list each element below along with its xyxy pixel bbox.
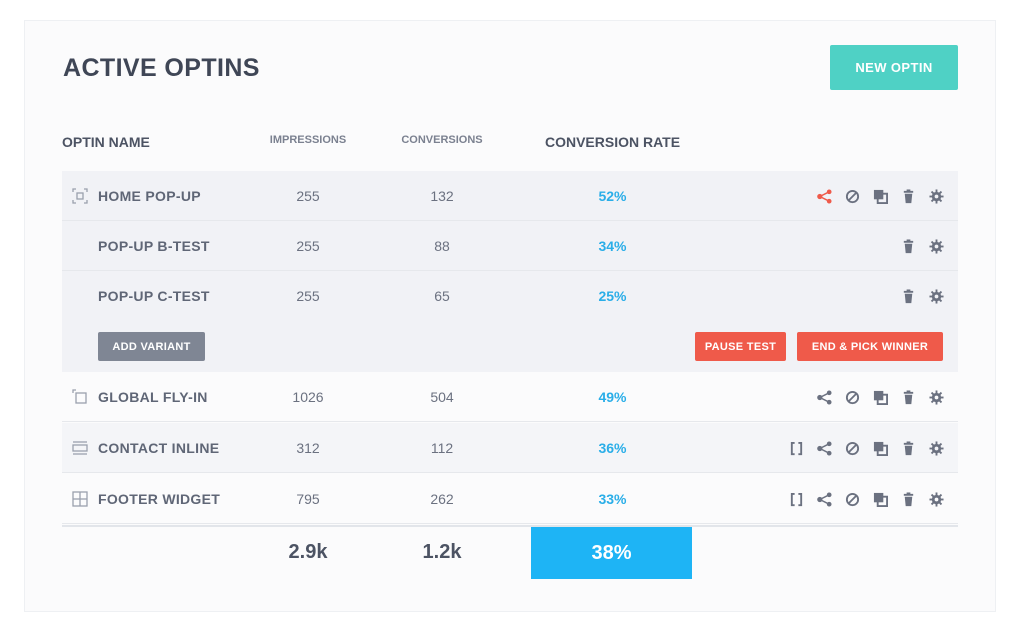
conversion-rate-value: 34% bbox=[598, 238, 627, 254]
gear-icon[interactable] bbox=[926, 438, 946, 458]
popup-icon bbox=[72, 188, 88, 204]
disable-icon[interactable] bbox=[842, 186, 862, 206]
brackets-icon[interactable] bbox=[786, 438, 806, 458]
gear-icon[interactable] bbox=[926, 236, 946, 256]
trash-icon[interactable] bbox=[898, 489, 918, 509]
disable-icon[interactable] bbox=[842, 489, 862, 509]
split-test-icon[interactable] bbox=[814, 489, 834, 509]
table-row[interactable]: POP-UP B-TEST 255 88 34% bbox=[62, 221, 958, 271]
gear-icon[interactable] bbox=[926, 489, 946, 509]
table-row[interactable]: GLOBAL FLY-IN 1026 504 49% bbox=[62, 372, 958, 422]
optin-name: POP-UP B-TEST bbox=[98, 238, 210, 254]
duplicate-icon[interactable] bbox=[870, 489, 890, 509]
optin-name: CONTACT INLINE bbox=[98, 440, 220, 456]
totals-divider bbox=[62, 525, 958, 527]
impressions-value: 255 bbox=[296, 288, 320, 304]
total-conversions: 1.2k bbox=[422, 541, 462, 563]
trash-icon[interactable] bbox=[898, 186, 918, 206]
table-row[interactable]: POP-UP C-TEST 255 65 25% bbox=[62, 271, 958, 321]
disable-icon[interactable] bbox=[842, 387, 862, 407]
conversion-rate-value: 33% bbox=[598, 491, 627, 507]
new-optin-button[interactable]: NEW OPTIN bbox=[830, 45, 958, 90]
impressions-value: 255 bbox=[296, 188, 320, 204]
conversions-value: 504 bbox=[430, 389, 454, 405]
column-header-conversions: CONVERSIONS bbox=[401, 134, 483, 146]
total-conversion-rate: 38% bbox=[531, 527, 692, 579]
column-header-name: OPTIN NAME bbox=[62, 134, 150, 150]
pause-test-button[interactable]: PAUSE TEST bbox=[695, 332, 786, 361]
brackets-icon[interactable] bbox=[786, 489, 806, 509]
optin-name: POP-UP C-TEST bbox=[98, 288, 210, 304]
inline-icon bbox=[72, 440, 88, 456]
optin-name: FOOTER WIDGET bbox=[98, 491, 221, 507]
duplicate-icon[interactable] bbox=[870, 438, 890, 458]
conversions-value: 132 bbox=[430, 188, 454, 204]
impressions-value: 1026 bbox=[292, 389, 324, 405]
conversion-rate-value: 52% bbox=[598, 188, 627, 204]
split-test-icon[interactable] bbox=[814, 387, 834, 407]
column-header-impressions: IMPRESSIONS bbox=[269, 134, 347, 146]
gear-icon[interactable] bbox=[926, 186, 946, 206]
impressions-value: 795 bbox=[296, 491, 320, 507]
split-test-icon[interactable] bbox=[814, 186, 834, 206]
conversions-value: 262 bbox=[430, 491, 454, 507]
conversion-rate-value: 49% bbox=[598, 389, 627, 405]
trash-icon[interactable] bbox=[898, 438, 918, 458]
total-impressions: 2.9k bbox=[288, 541, 328, 563]
page-title: ACTIVE OPTINS bbox=[63, 54, 260, 82]
gear-icon[interactable] bbox=[926, 286, 946, 306]
split-test-icon[interactable] bbox=[814, 438, 834, 458]
trash-icon[interactable] bbox=[898, 387, 918, 407]
impressions-value: 255 bbox=[296, 238, 320, 254]
conversions-value: 112 bbox=[430, 440, 454, 456]
conversions-value: 65 bbox=[434, 288, 450, 304]
conversion-rate-value: 36% bbox=[598, 440, 627, 456]
table-row[interactable]: CONTACT INLINE 312 112 36% bbox=[62, 423, 958, 473]
trash-icon[interactable] bbox=[898, 286, 918, 306]
widget-icon bbox=[72, 491, 88, 507]
conversion-rate-value: 25% bbox=[598, 288, 627, 304]
end-pick-winner-button[interactable]: END & PICK WINNER bbox=[797, 332, 943, 361]
table-row[interactable]: HOME POP-UP 255 132 52% bbox=[62, 171, 958, 221]
add-variant-button[interactable]: ADD VARIANT bbox=[98, 332, 205, 361]
trash-icon[interactable] bbox=[898, 236, 918, 256]
optin-name: GLOBAL FLY-IN bbox=[98, 389, 208, 405]
column-header-conversion-rate: CONVERSION RATE bbox=[544, 134, 681, 150]
table-row[interactable]: FOOTER WIDGET 795 262 33% bbox=[62, 474, 958, 524]
variant-toolbar: ADD VARIANT PAUSE TEST END & PICK WINNER bbox=[62, 320, 958, 372]
optin-name: HOME POP-UP bbox=[98, 188, 201, 204]
gear-icon[interactable] bbox=[926, 387, 946, 407]
duplicate-icon[interactable] bbox=[870, 387, 890, 407]
impressions-value: 312 bbox=[296, 440, 320, 456]
conversions-value: 88 bbox=[434, 238, 450, 254]
flyin-icon bbox=[72, 389, 88, 405]
disable-icon[interactable] bbox=[842, 438, 862, 458]
duplicate-icon[interactable] bbox=[870, 186, 890, 206]
